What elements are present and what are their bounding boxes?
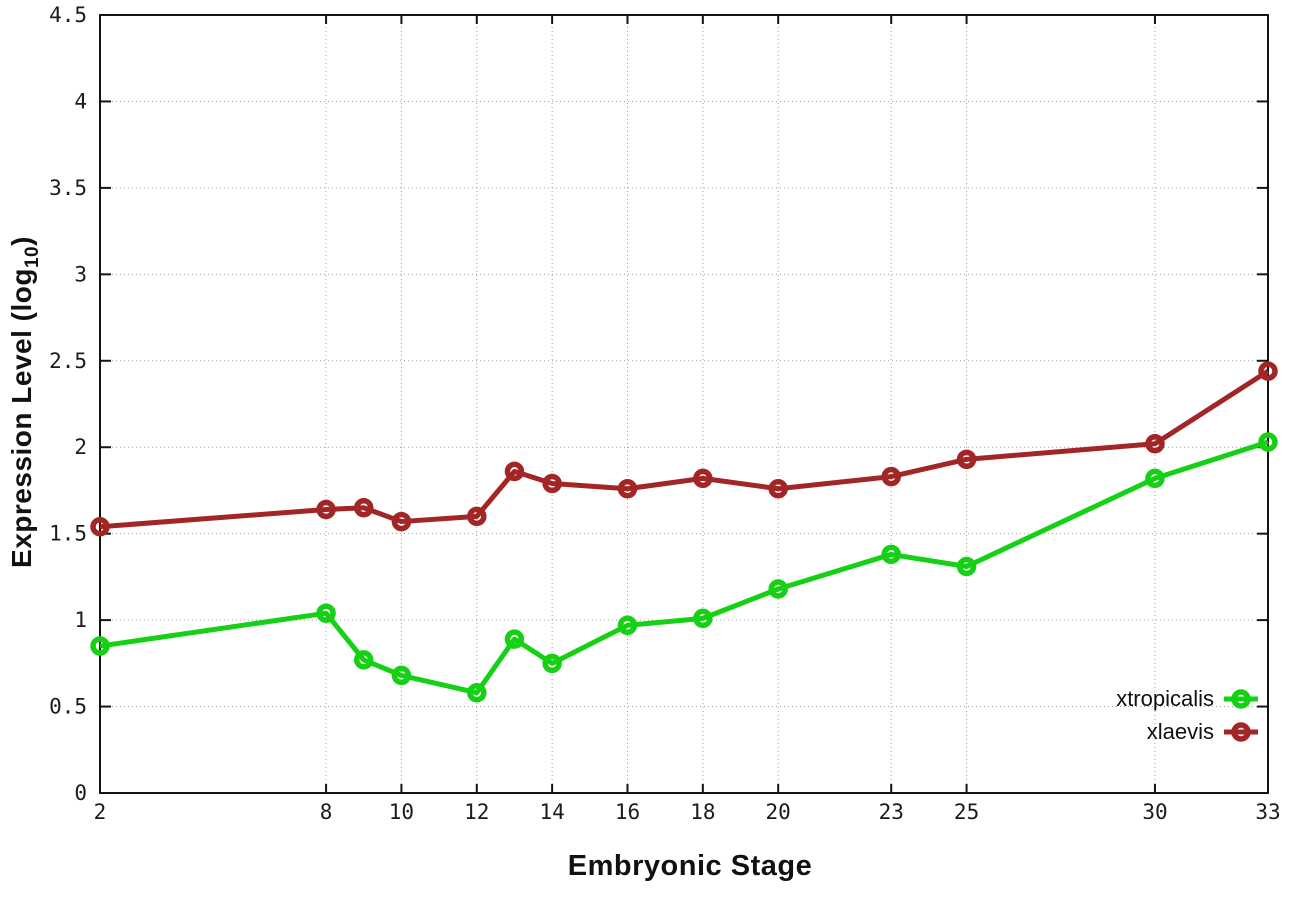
data-point-xlaevis bbox=[881, 466, 901, 487]
data-point-xtropicalis bbox=[1258, 432, 1278, 452]
y-axis-title-subscript: 10 bbox=[21, 245, 43, 269]
x-tick-label: 16 bbox=[615, 800, 640, 824]
x-tick-label: 10 bbox=[389, 800, 414, 824]
legend-item-xtropicalis: xtropicalis bbox=[1116, 686, 1258, 712]
y-tick-label: 2.5 bbox=[49, 349, 87, 373]
x-tick-label: 8 bbox=[320, 800, 333, 824]
y-axis-title: Expression Level (log10) bbox=[6, 236, 44, 568]
legend-label-xlaevis: xlaevis bbox=[1146, 719, 1214, 744]
data-point-xtropicalis bbox=[467, 682, 487, 703]
y-axis-title-text: Expression Level (log bbox=[6, 268, 38, 568]
y-axis-title-suffix: ) bbox=[6, 236, 38, 246]
data-point-xlaevis bbox=[391, 511, 412, 532]
data-point-xtropicalis bbox=[768, 579, 788, 599]
y-tick-label: 3 bbox=[74, 262, 87, 286]
y-tick-label: 4 bbox=[74, 89, 87, 113]
data-point-xtropicalis bbox=[542, 653, 562, 674]
x-tick-label: 14 bbox=[539, 800, 564, 824]
y-tick-label: 0.5 bbox=[49, 695, 87, 719]
legend: xtropicalis xlaevis bbox=[1116, 686, 1258, 745]
x-tick-label: 20 bbox=[766, 800, 791, 824]
data-point-xtropicalis bbox=[316, 603, 336, 623]
legend-point-sample bbox=[1231, 722, 1251, 742]
legend-point-sample bbox=[1231, 689, 1251, 709]
data-point-xlaevis bbox=[693, 468, 713, 489]
data-point-xlaevis bbox=[1258, 361, 1278, 381]
data-point-xtropicalis bbox=[391, 665, 412, 686]
data-point-xlaevis bbox=[504, 461, 525, 482]
data-point-xtropicalis bbox=[353, 650, 374, 670]
x-tick-label: 12 bbox=[464, 800, 489, 824]
y-tick-label: 2 bbox=[74, 435, 87, 459]
y-tick-label: 3.5 bbox=[49, 176, 87, 200]
x-tick-label: 2 bbox=[94, 800, 107, 824]
legend-marker-xtropicalis bbox=[1224, 689, 1258, 709]
plot-frame bbox=[99, 14, 1269, 794]
data-point-xtropicalis bbox=[956, 556, 977, 577]
y-tick-label: 4.5 bbox=[49, 3, 87, 27]
data-point-xtropicalis bbox=[693, 608, 713, 629]
data-point-xtropicalis bbox=[504, 629, 525, 649]
data-point-xlaevis bbox=[617, 478, 638, 499]
data-point-xlaevis bbox=[316, 499, 336, 520]
x-tick-label: 23 bbox=[879, 800, 904, 824]
y-tick-label: 1.5 bbox=[49, 522, 87, 546]
x-tick-label: 25 bbox=[954, 800, 979, 824]
data-point-xtropicalis bbox=[1145, 468, 1165, 489]
x-axis-title: Embryonic Stage bbox=[567, 850, 813, 882]
data-point-xlaevis bbox=[353, 497, 374, 518]
data-point-xlaevis bbox=[467, 506, 487, 527]
data-point-xlaevis bbox=[768, 478, 788, 499]
legend-marker-xlaevis bbox=[1224, 722, 1258, 742]
data-point-xtropicalis bbox=[90, 636, 110, 656]
data-point-xlaevis bbox=[90, 517, 110, 537]
x-tick-label: 33 bbox=[1255, 800, 1280, 824]
series-line-xlaevis bbox=[99, 369, 1270, 530]
data-point-xlaevis bbox=[956, 449, 977, 470]
x-tick-label: 18 bbox=[690, 800, 715, 824]
data-point-xlaevis bbox=[1145, 434, 1165, 454]
x-tick-label: 30 bbox=[1142, 800, 1167, 824]
data-point-xtropicalis bbox=[881, 544, 901, 565]
y-tick-label: 1 bbox=[74, 608, 87, 632]
legend-item-xlaevis: xlaevis bbox=[1147, 719, 1258, 745]
y-tick-label: 0 bbox=[74, 781, 87, 805]
data-point-xtropicalis bbox=[617, 615, 638, 636]
data-point-xlaevis bbox=[542, 473, 562, 494]
legend-label-xtropicalis: xtropicalis bbox=[1116, 686, 1214, 711]
